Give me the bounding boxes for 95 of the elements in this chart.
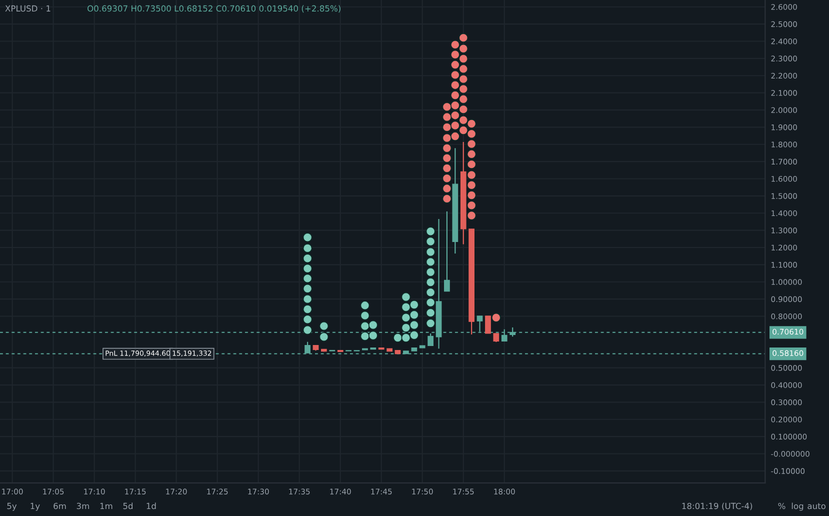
point bbox=[458, 126, 468, 135]
point bbox=[450, 110, 460, 120]
point bbox=[426, 267, 436, 277]
point bbox=[401, 312, 411, 322]
point bbox=[466, 119, 476, 128]
point bbox=[426, 318, 436, 328]
point bbox=[426, 288, 436, 298]
point bbox=[442, 122, 452, 132]
text: % bbox=[778, 502, 786, 510]
point bbox=[302, 304, 312, 314]
point bbox=[466, 210, 476, 220]
point bbox=[442, 164, 452, 173]
point bbox=[426, 257, 436, 267]
point bbox=[302, 274, 312, 284]
point bbox=[466, 190, 476, 200]
point bbox=[302, 243, 312, 253]
point bbox=[393, 333, 402, 342]
text: 3m bbox=[76, 502, 89, 510]
point bbox=[302, 232, 312, 242]
point bbox=[302, 325, 312, 335]
text: XPLUSD · 1 bbox=[5, 5, 50, 12]
candlestick bbox=[485, 315, 491, 334]
text: 5d bbox=[123, 502, 133, 510]
point bbox=[450, 70, 460, 80]
point bbox=[442, 133, 452, 143]
point bbox=[368, 330, 378, 340]
point bbox=[442, 184, 452, 194]
point bbox=[466, 139, 476, 149]
point bbox=[466, 170, 476, 180]
point bbox=[450, 90, 460, 100]
point bbox=[302, 314, 312, 324]
point bbox=[442, 102, 452, 112]
point bbox=[458, 74, 468, 84]
point bbox=[401, 323, 411, 332]
text: log bbox=[792, 502, 804, 511]
point bbox=[458, 94, 468, 104]
point bbox=[360, 310, 370, 320]
point bbox=[450, 50, 460, 60]
point bbox=[458, 54, 468, 64]
point bbox=[302, 254, 312, 264]
point bbox=[450, 120, 460, 130]
point bbox=[426, 247, 436, 257]
point bbox=[458, 64, 468, 74]
point bbox=[319, 321, 329, 331]
point bbox=[450, 80, 460, 90]
text: 1m bbox=[100, 502, 112, 510]
candlestick bbox=[444, 210, 450, 292]
point bbox=[466, 149, 476, 159]
point bbox=[409, 320, 419, 330]
point bbox=[401, 302, 411, 312]
point bbox=[450, 60, 460, 70]
point bbox=[442, 153, 452, 163]
point bbox=[426, 308, 436, 318]
text: 5y bbox=[7, 502, 17, 511]
point bbox=[426, 226, 436, 236]
point bbox=[442, 174, 452, 184]
point bbox=[442, 194, 452, 204]
point bbox=[466, 160, 476, 170]
point bbox=[458, 104, 468, 114]
point bbox=[442, 112, 452, 122]
text: O0.69307 H0.73500 L0.68152 C0.70610 0.019540 (+2.85%) bbox=[88, 5, 340, 13]
point bbox=[426, 236, 436, 246]
candlestick bbox=[428, 332, 434, 346]
point bbox=[319, 332, 329, 342]
point bbox=[458, 44, 468, 54]
point bbox=[409, 300, 419, 310]
point bbox=[409, 310, 419, 320]
point bbox=[466, 200, 476, 210]
point bbox=[360, 300, 370, 310]
point bbox=[466, 129, 476, 139]
point bbox=[458, 84, 468, 94]
point bbox=[426, 298, 436, 308]
point bbox=[491, 312, 501, 322]
point bbox=[426, 278, 436, 287]
point bbox=[302, 294, 312, 304]
point bbox=[458, 33, 468, 43]
point bbox=[368, 320, 378, 330]
point bbox=[450, 100, 460, 110]
text: auto bbox=[808, 503, 826, 510]
point bbox=[401, 333, 411, 342]
point bbox=[302, 284, 312, 294]
text: 1d bbox=[146, 502, 156, 510]
point bbox=[401, 292, 411, 302]
text: 6m bbox=[54, 502, 66, 510]
text: 18:01:19 (UTC-4) bbox=[682, 502, 752, 510]
text: 1y bbox=[30, 502, 40, 511]
point bbox=[450, 40, 460, 50]
point bbox=[442, 143, 452, 153]
point bbox=[302, 264, 312, 274]
point bbox=[466, 180, 476, 190]
point bbox=[450, 132, 460, 141]
point bbox=[360, 321, 370, 331]
point bbox=[458, 115, 468, 125]
point bbox=[409, 330, 419, 340]
point bbox=[360, 331, 370, 341]
